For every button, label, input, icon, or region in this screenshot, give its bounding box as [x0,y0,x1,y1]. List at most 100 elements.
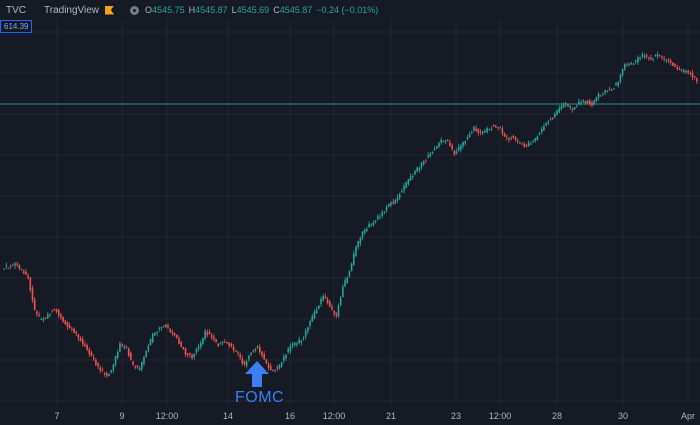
candle-body [658,55,661,57]
candle-body [165,324,167,328]
candle-body [416,167,418,172]
candle-body [575,106,578,108]
candle-body [591,102,593,106]
candle-body [215,339,217,342]
candle-body [326,298,329,304]
candle-body [460,145,462,150]
candle-body [411,176,414,178]
candle-body [302,338,305,340]
candle-body [298,339,300,344]
candle-body [693,76,696,78]
candle-body [178,337,180,344]
candle-body [525,145,528,147]
candle-body [355,246,357,257]
market-status-icon[interactable] [130,5,140,15]
candle-body [383,212,386,214]
candle-body [73,328,75,334]
candle-body [217,343,220,347]
candle-body [580,102,582,104]
candle-body [333,310,335,314]
candle-body [180,341,182,348]
candle-body [645,55,648,57]
candle-body [444,141,447,143]
candle-body [108,373,110,376]
candle-body [436,146,438,149]
flag-icon[interactable] [105,5,115,15]
candle-body [405,181,408,188]
candle-body [569,106,571,108]
candle-body [481,131,484,134]
candle-body [335,312,338,316]
candle-body [409,176,412,181]
candle-body [263,354,265,360]
candle-body [123,347,126,349]
candle-body [68,325,71,329]
candle-body [628,64,630,66]
candle-body [189,353,191,355]
candle-body [12,264,14,266]
candle-body [219,343,222,345]
candle-body [27,275,29,278]
candle-body [274,369,276,371]
high-value: 4545.87 [195,5,228,15]
candle-body [254,349,257,351]
x-tick-label: 7 [54,411,59,421]
candle-body [398,194,401,198]
candle-body [352,253,355,265]
candle-body [422,161,425,164]
x-tick-label: 28 [552,411,562,421]
candle-body [199,342,202,347]
candle-body [289,345,292,352]
candle-body [615,83,617,86]
candle-body [342,286,344,297]
candle-body [44,317,47,319]
x-tick-label: 12:00 [323,411,346,421]
candle-body [7,267,10,269]
candle-body [361,231,364,238]
candle-body [586,100,589,104]
candle-body [300,340,303,343]
candle-body [92,357,95,359]
candle-body [243,361,246,365]
candle-body [315,309,318,314]
candle-body [195,348,198,353]
candle-body [661,56,663,58]
candle-body [291,343,294,346]
candle-body [549,119,552,121]
open-value: 4545.75 [152,5,185,15]
change-value: −0.24 (−0.01%) [316,5,379,15]
candle-body [573,107,576,110]
candle-body [451,145,453,150]
candle-body [348,271,351,276]
candle-body [103,373,106,375]
candle-body [530,143,532,145]
candle-body [486,128,488,133]
candle-body [86,344,88,350]
candle-body [140,361,143,370]
open-label: O [145,5,153,15]
candle-body [239,354,241,358]
candle-body [234,350,237,352]
candle-body [143,356,145,364]
candle-body [674,64,676,67]
candle-body [320,298,322,305]
candle-body [394,199,397,204]
fomc-annotation: FOMC [235,389,285,406]
candle-body [88,349,91,355]
candle-body [427,155,429,158]
candle-body [245,361,248,366]
candle-body [313,311,316,319]
candle-body [470,132,473,134]
candle-body [696,77,698,82]
symbol-name[interactable]: TVC [6,4,26,16]
x-tick-label: 12:00 [489,411,512,421]
candle-body [250,352,252,355]
candle-body [29,277,32,291]
candle-body [676,66,679,69]
candle-body [475,128,477,131]
candle-body [508,138,510,140]
candle-body [339,297,342,306]
candle-body [556,110,558,115]
